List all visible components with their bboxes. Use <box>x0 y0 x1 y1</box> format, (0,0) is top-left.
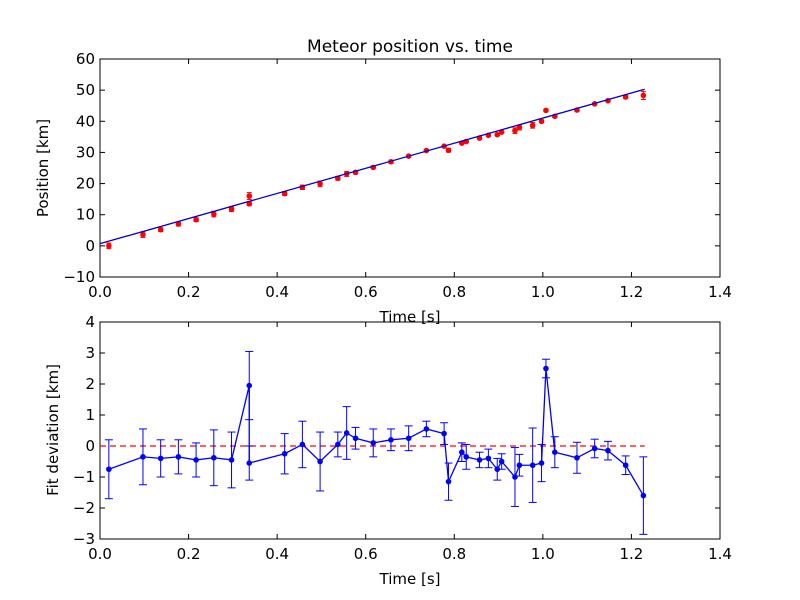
data-marks <box>99 88 647 250</box>
y-tick-label: 60 <box>76 50 95 68</box>
data-point <box>445 478 452 485</box>
y-tick-label: 10 <box>76 206 95 224</box>
y-tick-label: 0 <box>85 437 95 455</box>
data-point <box>246 382 253 389</box>
x-tick-label: 0.6 <box>354 545 378 563</box>
chart-title: Meteor position vs. time <box>307 37 513 57</box>
data-point <box>281 450 288 457</box>
data-point <box>476 457 483 463</box>
data-point <box>529 462 536 469</box>
data-point <box>299 441 306 448</box>
data-point <box>543 365 549 372</box>
fit-deviation-plot: Time [s] Fit deviation [km] 0.0 0.2 0.4 0.6… <box>44 313 732 588</box>
data-point <box>157 455 164 462</box>
x-tick-label: 0.8 <box>442 283 466 301</box>
x-tick-label: 0.4 <box>265 545 289 563</box>
data-point <box>516 124 523 131</box>
data-point <box>498 458 505 465</box>
y-axis-label: Position [km] <box>34 119 52 217</box>
data-point <box>445 147 452 154</box>
x-tick-label: 0.6 <box>354 283 378 301</box>
y-tick-label: 40 <box>76 112 95 130</box>
x-tick-label: 0.0 <box>88 545 112 563</box>
y-tick-label: −3 <box>73 530 95 548</box>
data-point <box>157 226 164 233</box>
data-point <box>343 430 350 436</box>
data-point <box>193 457 199 463</box>
data-point <box>423 426 430 432</box>
x-axis-label: Time [s] <box>379 570 441 588</box>
y-tick-label: 4 <box>85 313 95 331</box>
x-tick-label: 0.2 <box>177 545 201 563</box>
plot-frame <box>99 321 721 540</box>
data-point <box>106 466 112 473</box>
data-point <box>512 474 518 480</box>
data-point <box>538 118 545 125</box>
data-point <box>529 122 536 129</box>
data-point <box>106 243 112 249</box>
data-point <box>640 492 647 499</box>
y-tick-label: −2 <box>73 499 95 517</box>
data-point <box>459 449 465 456</box>
x-tick-label: 1.2 <box>619 545 643 563</box>
position-plot: Meteor position vs. time Time [s] Positi… <box>34 37 732 326</box>
data-point <box>228 457 235 463</box>
axis-ticks: 0.0 0.2 0.4 0.6 0.8 1.0 1.2 1.4 −10 0 10 20 30 40 50 60 <box>63 50 732 301</box>
data-point <box>246 460 253 466</box>
y-tick-label: 50 <box>76 81 95 99</box>
data-point <box>175 454 182 460</box>
y-tick-label: −10 <box>63 268 95 286</box>
data-point <box>591 445 598 452</box>
data-point <box>538 460 545 466</box>
data-point <box>370 440 377 446</box>
data-point <box>552 449 558 456</box>
x-tick-label: 0.0 <box>88 283 112 301</box>
x-tick-label: 1.4 <box>708 545 732 563</box>
data-point <box>605 447 611 454</box>
y-tick-label: 3 <box>85 344 95 362</box>
data-point <box>335 441 341 448</box>
data-point <box>193 216 199 223</box>
x-tick-label: 0.2 <box>177 283 201 301</box>
data-point <box>543 107 549 114</box>
data-point <box>140 454 146 460</box>
y-tick-label: 20 <box>76 175 95 193</box>
y-tick-label: 2 <box>85 375 95 393</box>
plot-frame <box>99 58 721 278</box>
y-axis-label: Fit deviation [km] <box>44 364 62 496</box>
data-point <box>246 193 253 199</box>
x-tick-label: 0.4 <box>265 283 289 301</box>
y-tick-label: 1 <box>85 406 95 424</box>
x-tick-label: 1.2 <box>619 283 643 301</box>
data-point <box>485 455 492 462</box>
x-tick-label: 0.8 <box>442 545 466 563</box>
x-tick-label: 1.0 <box>531 283 555 301</box>
data-point <box>494 131 501 138</box>
data-point <box>352 435 359 442</box>
data-point <box>463 454 470 460</box>
x-tick-label: 1.4 <box>708 283 732 301</box>
data-point <box>140 231 146 238</box>
deviation-line <box>108 368 644 496</box>
data-point <box>405 435 412 442</box>
y-tick-label: 0 <box>85 237 95 255</box>
data-point <box>512 127 518 134</box>
data-point <box>388 437 394 443</box>
y-tick-label: −1 <box>73 468 95 486</box>
x-axis-label: Time [s] <box>379 308 441 326</box>
data-point <box>317 458 323 465</box>
data-point <box>516 462 523 469</box>
data-point <box>640 92 647 99</box>
axis-ticks: 0.0 0.2 0.4 0.6 0.8 1.0 1.2 1.4 −3 −2 −1 0 1 2 3 4 <box>73 313 732 563</box>
data-marks <box>100 350 648 535</box>
data-point <box>622 462 629 469</box>
y-tick-label: 30 <box>76 143 95 161</box>
data-point <box>441 430 447 437</box>
data-point <box>211 454 217 461</box>
data-point <box>574 454 580 461</box>
fit-line <box>99 88 645 245</box>
x-tick-label: 1.0 <box>531 545 555 563</box>
